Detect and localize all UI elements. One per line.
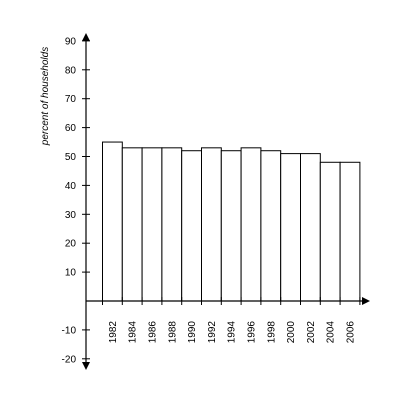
y-tick-label: 30 — [65, 210, 77, 221]
bar-2004 — [319, 161, 341, 302]
bar-1994 — [220, 150, 242, 302]
x-tick-label: 2006 — [346, 321, 357, 344]
x-tick-label: 1998 — [266, 321, 277, 344]
y-tick-label: 50 — [65, 152, 77, 163]
x-tick-label: 2000 — [286, 321, 297, 344]
x-tick-label: 1994 — [227, 321, 238, 344]
y-axis-arrow-up-icon — [82, 33, 90, 41]
bars-layer — [102, 141, 361, 302]
x-tick-label: 2004 — [326, 321, 337, 344]
bar-1990 — [181, 150, 202, 302]
x-ticks: 1982 1984 1986 1988 1990 1992 1994 1996 1998 2000… — [102, 297, 361, 344]
y-tick-label: 10 — [65, 268, 77, 279]
x-tick-label: 1992 — [207, 321, 218, 344]
bar-1982 — [102, 141, 123, 302]
bar-1996 — [240, 147, 262, 302]
y-tick-label: 20 — [65, 239, 77, 250]
bar-2000 — [280, 153, 302, 302]
x-tick-label: 1982 — [108, 321, 119, 344]
bar-1988 — [161, 147, 183, 302]
y-tick-label: -10 — [62, 325, 77, 336]
y-ticks: 90 80 70 60 50 40 30 20 10 -10 -20 — [62, 36, 90, 365]
x-axis-arrow-right-icon — [362, 297, 370, 305]
x-tick-label: 1984 — [128, 321, 139, 344]
y-tick-label: 80 — [65, 65, 77, 76]
axes-layer — [82, 33, 370, 370]
bar-2006 — [339, 161, 361, 302]
bar-1986 — [141, 147, 163, 302]
y-axis-arrow-down-icon — [82, 362, 90, 370]
y-tick-label: 70 — [65, 94, 77, 105]
x-tick-label: 2002 — [306, 321, 317, 344]
y-axis-label: percent of households — [40, 47, 51, 146]
x-tick-label: 1988 — [167, 321, 178, 344]
x-tick-label: 1990 — [187, 321, 198, 344]
bar-1984 — [121, 147, 143, 302]
y-tick-label: 90 — [65, 36, 77, 47]
y-tick-label: -20 — [62, 354, 77, 365]
bar-1992 — [201, 147, 222, 302]
y-tick-label: 40 — [65, 181, 77, 192]
bar-1998 — [260, 150, 282, 302]
x-tick-label: 1996 — [247, 321, 258, 344]
y-tick-label: 60 — [65, 123, 77, 134]
x-tick-label: 1986 — [148, 321, 159, 344]
bar-2002 — [300, 153, 321, 302]
